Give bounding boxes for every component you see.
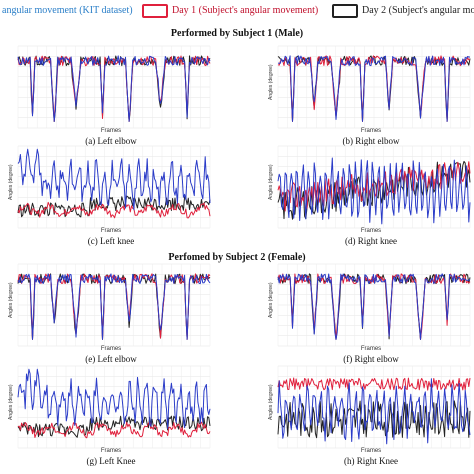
chart-plot-3 xyxy=(277,145,471,229)
series-line-kit xyxy=(277,273,471,340)
panel-caption: (c) Left knee xyxy=(87,236,135,246)
series-line-kit xyxy=(17,148,211,211)
legend-item-day2: Day 2 (Subject's angular mo xyxy=(332,3,474,19)
x-axis-label: Frames xyxy=(100,346,122,352)
panel-caption: (g) Left Knee xyxy=(86,456,136,466)
section-title-subject2: Perfomed by Subject 2 (Female) xyxy=(168,252,306,263)
panel-caption: (b) Right elbow xyxy=(342,136,400,146)
series-line-kit xyxy=(17,368,211,429)
chart-plot-1 xyxy=(277,45,471,129)
chart-plot-6 xyxy=(17,365,211,449)
x-axis-label: Frames xyxy=(360,346,382,352)
y-axis-label: Angles (degree) xyxy=(8,384,14,420)
series-line-day1 xyxy=(17,55,211,122)
series-line-day1 xyxy=(277,377,471,391)
series-line-day1 xyxy=(17,201,211,219)
panel-caption: (h) Right Knee xyxy=(344,456,398,466)
legend-swatch-day2 xyxy=(332,3,358,18)
legend-item-kit: angular movement (KIT dataset) xyxy=(2,3,133,19)
x-axis-label: Frames xyxy=(360,228,382,234)
series-line-day2 xyxy=(277,400,471,439)
legend-label-kit: angular movement (KIT dataset) xyxy=(2,5,133,16)
series-line-kit xyxy=(277,378,471,445)
section-title-subject1: Performed by Subject 1 (Male) xyxy=(170,28,304,39)
series-line-day2 xyxy=(17,415,211,438)
x-axis-label: Frames xyxy=(360,448,382,454)
x-axis-label: Frames xyxy=(100,448,122,454)
series-line-kit xyxy=(277,55,471,122)
x-axis-label: Frames xyxy=(100,128,122,134)
y-axis-label: Angles (degree) xyxy=(268,164,274,200)
chart-panel-f: Frames Angles (degree) (f) Right elbow xyxy=(268,258,472,370)
chart-plot-4 xyxy=(17,263,211,347)
chart-plot-7 xyxy=(277,365,471,449)
chart-panel-a: Frames (a) Left elbow xyxy=(10,40,212,152)
y-axis-label: Angles (degree) xyxy=(8,282,14,318)
panel-caption: (d) Right knee xyxy=(345,236,397,246)
legend-label-day1: Day 1 (Subject's angular movement) xyxy=(172,5,319,16)
chart-panel-d: Frames Angles (degree) (d) Right knee xyxy=(268,140,472,252)
panel-caption: (f) Right elbow xyxy=(343,354,399,364)
chart-panel-h: Frames Angles (degree) (h) Right Knee xyxy=(268,360,472,472)
series-line-kit xyxy=(17,273,211,340)
series-line-day1 xyxy=(17,421,211,439)
y-axis-label: Angles (degree) xyxy=(268,64,274,100)
y-axis-label: Angles (degree) xyxy=(268,282,274,318)
chart-panel-e: Frames Angles (degree) (e) Left elbow xyxy=(8,258,212,370)
chart-plot-5 xyxy=(277,263,471,347)
x-axis-label: Frames xyxy=(100,228,122,234)
series-line-kit xyxy=(277,157,471,225)
panel-caption: (a) Left elbow xyxy=(85,136,137,146)
series-line-kit xyxy=(17,55,211,122)
chart-panel-b: Frames Angles (degree) (b) Right elbow xyxy=(268,40,472,152)
y-axis-label: Angles (degree) xyxy=(268,384,274,420)
panel-caption: (e) Left elbow xyxy=(85,354,137,364)
legend-swatch-day1 xyxy=(142,3,168,18)
chart-legend: angular movement (KIT dataset) Day 1 (Su… xyxy=(0,0,474,26)
chart-panel-c: Frames Angles (degree) (c) Left knee xyxy=(8,140,212,252)
chart-plot-0 xyxy=(17,45,211,129)
chart-panel-g: Frames Angles (degree) (g) Left Knee xyxy=(8,360,212,472)
x-axis-label: Frames xyxy=(360,128,382,134)
legend-item-day1: Day 1 (Subject's angular movement) xyxy=(142,3,318,19)
y-axis-label: Angles (degree) xyxy=(8,164,14,200)
legend-label-day2: Day 2 (Subject's angular mo xyxy=(362,5,474,16)
chart-plot-2 xyxy=(17,145,211,229)
